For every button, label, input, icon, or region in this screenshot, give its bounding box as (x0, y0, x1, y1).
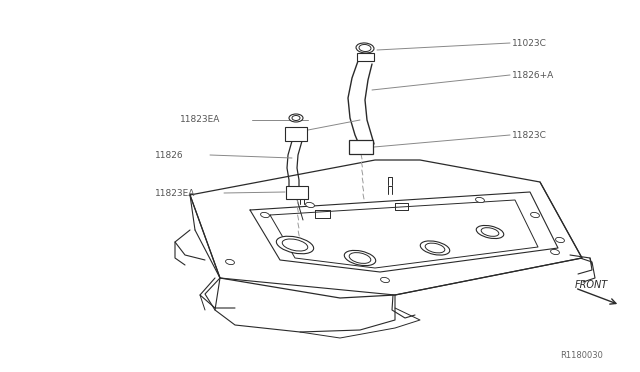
Ellipse shape (381, 278, 389, 283)
Ellipse shape (344, 250, 376, 266)
Ellipse shape (476, 225, 504, 238)
FancyBboxPatch shape (286, 186, 308, 199)
Text: FRONT: FRONT (575, 280, 608, 290)
FancyBboxPatch shape (349, 140, 373, 154)
Ellipse shape (476, 198, 484, 203)
Text: 11023C: 11023C (512, 38, 547, 48)
FancyBboxPatch shape (357, 53, 374, 61)
Ellipse shape (289, 114, 303, 122)
Text: 11823EA: 11823EA (155, 189, 195, 198)
Ellipse shape (276, 236, 314, 254)
Ellipse shape (481, 228, 499, 236)
Ellipse shape (531, 212, 540, 218)
Text: R1180030: R1180030 (560, 350, 603, 359)
Text: 11826: 11826 (155, 151, 184, 160)
Ellipse shape (359, 45, 371, 52)
Ellipse shape (550, 249, 559, 254)
Ellipse shape (356, 43, 374, 53)
Text: 11823C: 11823C (512, 131, 547, 140)
Ellipse shape (305, 202, 314, 208)
Ellipse shape (349, 253, 371, 263)
Ellipse shape (225, 259, 234, 264)
Ellipse shape (260, 212, 269, 218)
FancyBboxPatch shape (285, 127, 307, 141)
Ellipse shape (292, 115, 300, 121)
Ellipse shape (556, 237, 564, 243)
Ellipse shape (425, 243, 445, 253)
Text: 11826+A: 11826+A (512, 71, 554, 80)
Ellipse shape (282, 239, 308, 251)
Ellipse shape (420, 241, 450, 255)
Text: 11823EA: 11823EA (180, 115, 220, 125)
